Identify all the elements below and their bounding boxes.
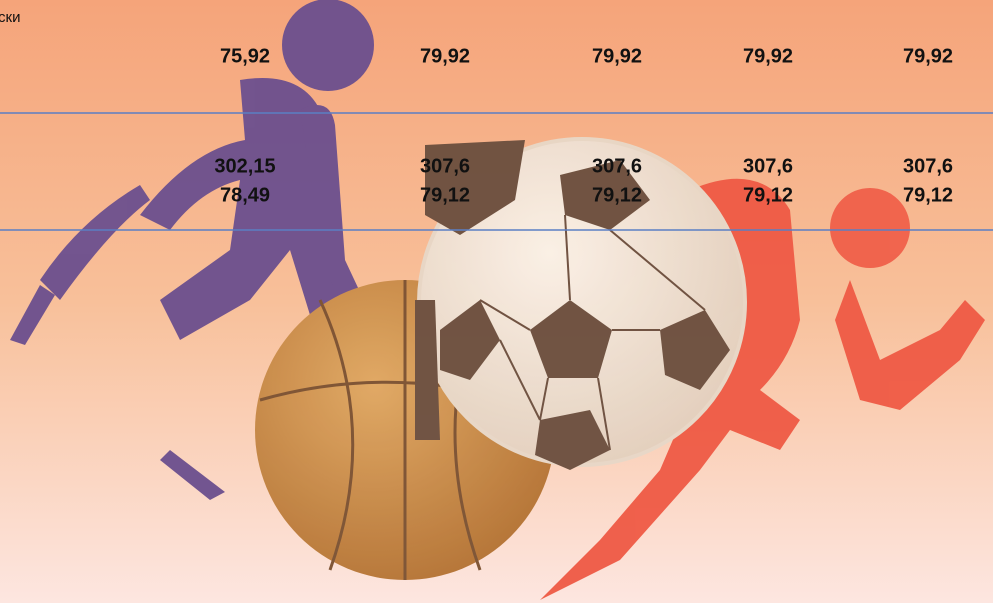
cell-text: 307,6 [903,155,953,177]
cell-text: 79,12 [420,184,470,206]
cell-text: 79,12 [592,184,642,206]
cell-text: 79,92 [903,45,953,67]
cell-text: 307,6 [743,155,793,177]
cell-text: 79,92 [592,45,642,67]
cell-text: 79,92 [420,45,470,67]
cell-text: 307,6 [592,155,642,177]
background-art [10,0,985,600]
cell-text: 79,12 [903,184,953,206]
cell-text: 302,15 [214,155,275,177]
cell-text: 79,12 [743,184,793,206]
cell-text: 75,92 [220,45,270,67]
cell-text: 78,49 [220,184,270,206]
cell-text: 307,6 [420,155,470,177]
header-text: ски [0,9,20,26]
table: 75,92 79,92 79,92 79,92 79,92 302,15 78,49 307,… [214,45,953,206]
cell-text: 79,92 [743,45,793,67]
